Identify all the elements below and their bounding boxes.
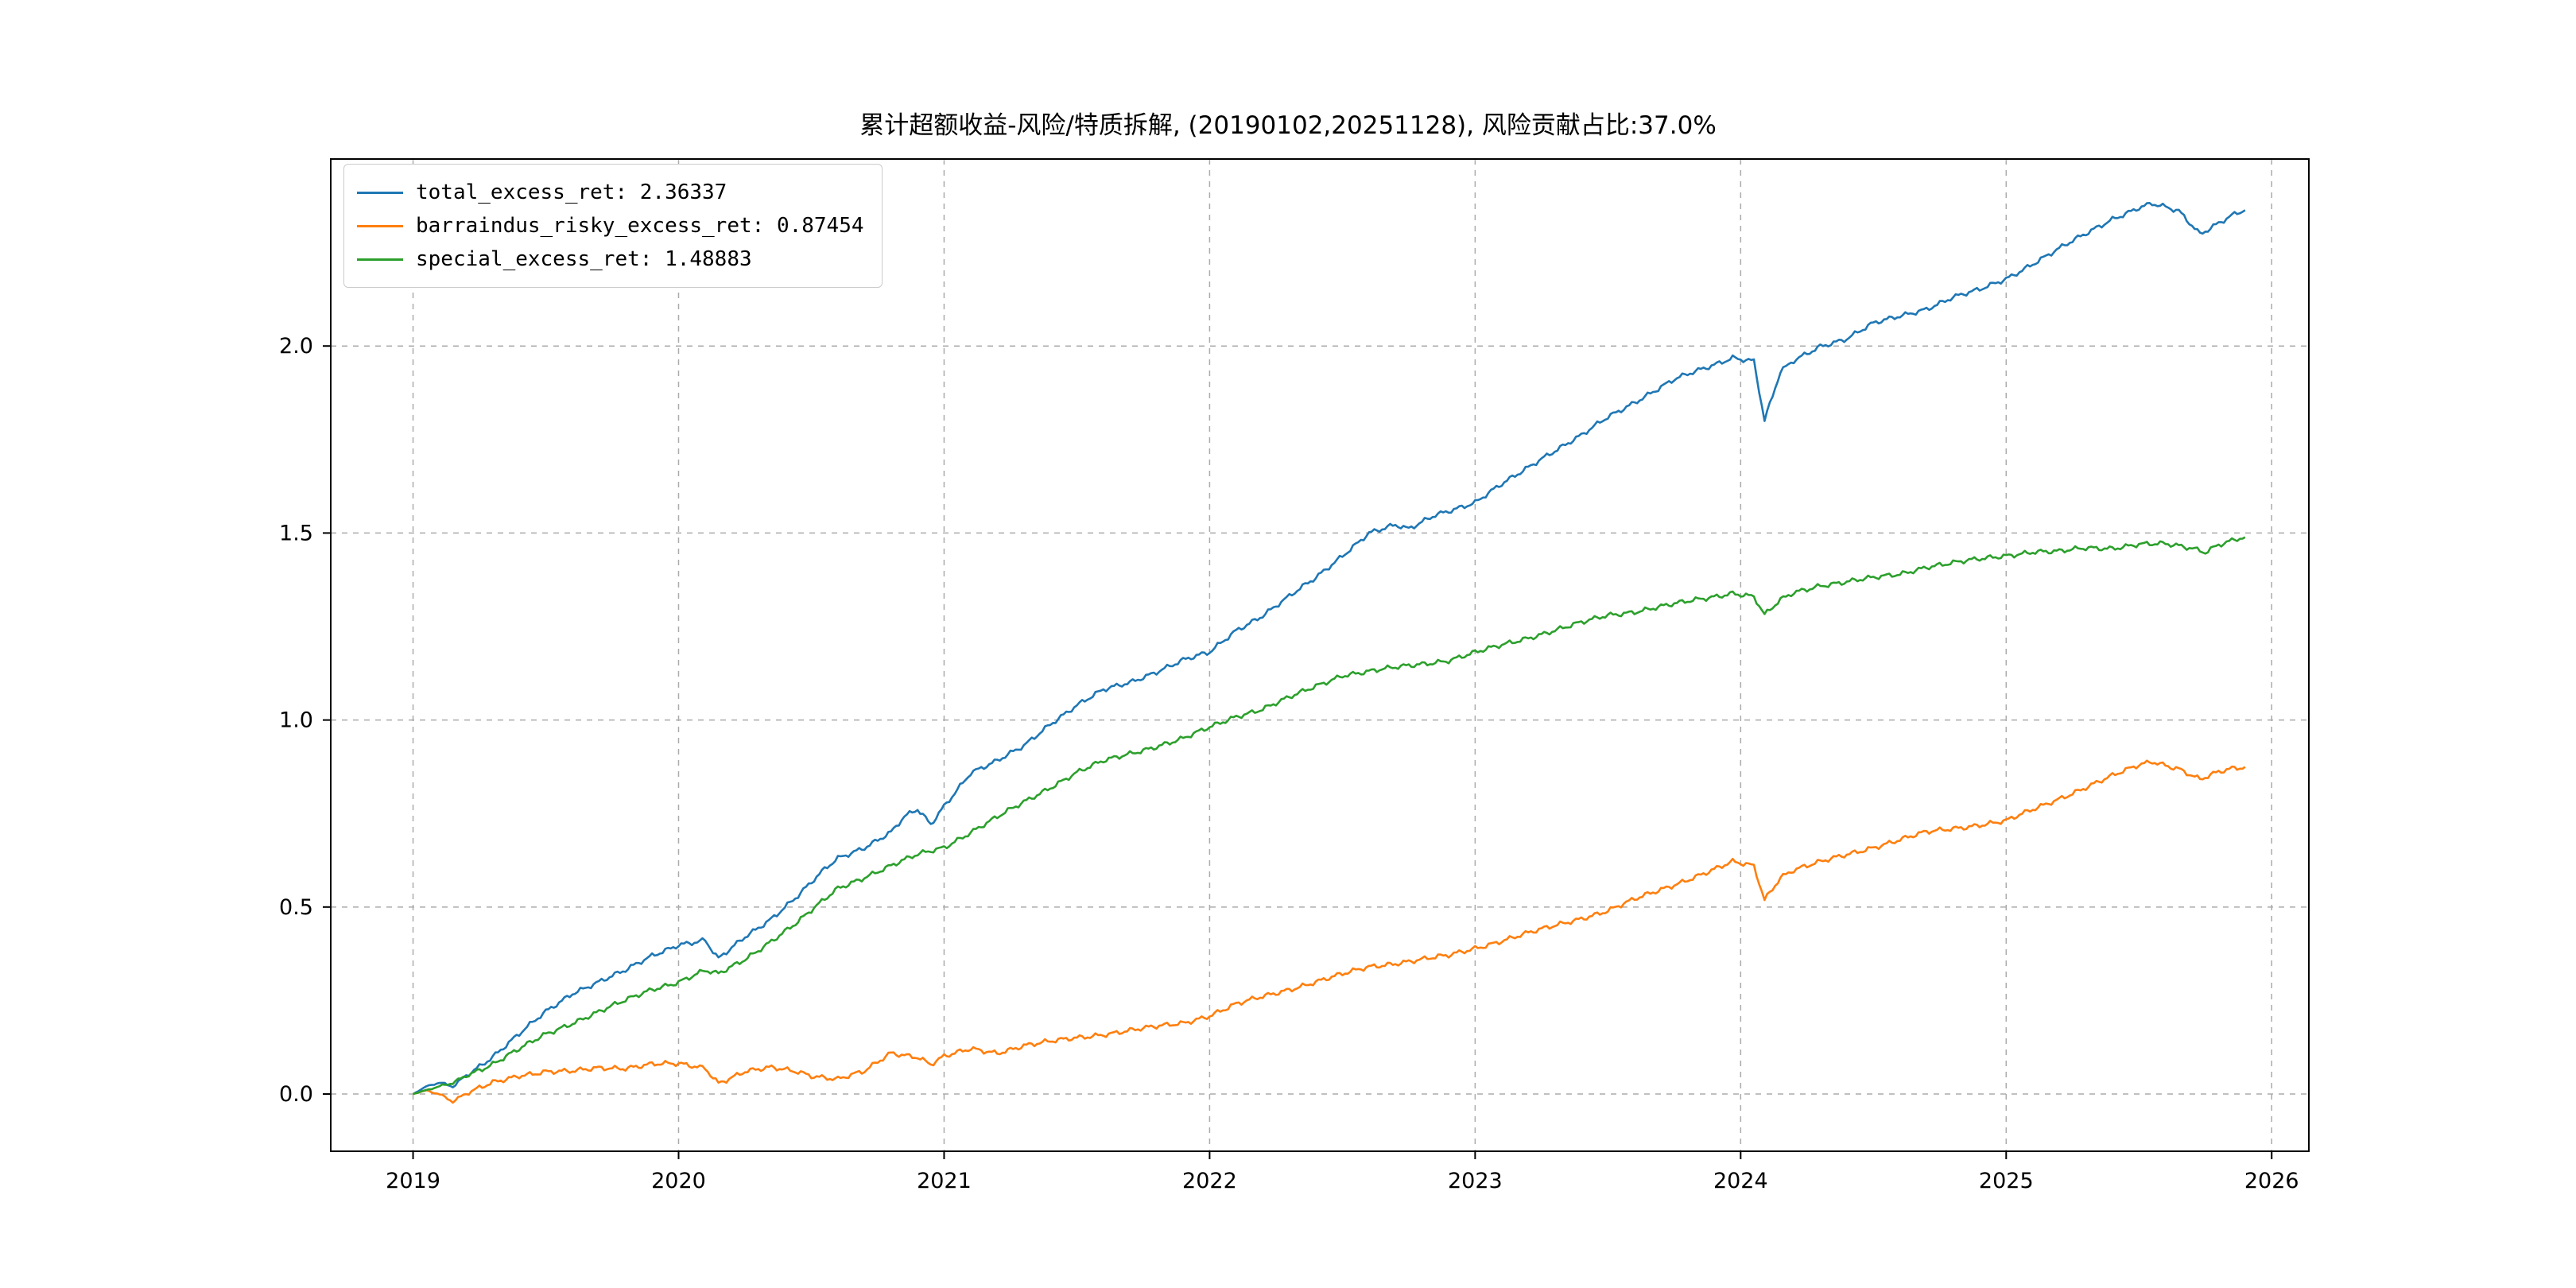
legend-item-2: special_excess_ret: 1.48883: [357, 242, 864, 276]
x-tick-label: 2021: [917, 1169, 972, 1193]
y-tick-label: 1.5: [279, 521, 313, 545]
legend-box: total_excess_ret: 2.36337 barraindus_risk…: [343, 164, 883, 288]
series-line-total_excess_ret: [412, 202, 2246, 1096]
chart-title: 累计超额收益-风险/特质拆解, (20190102,20251128), 风险贡…: [859, 111, 1717, 140]
y-tick-label: 0.5: [279, 895, 313, 920]
y-tick-label: 1.0: [279, 708, 313, 733]
x-tick-label: 2022: [1182, 1169, 1237, 1193]
x-tick-label: 2023: [1448, 1169, 1503, 1193]
x-tick-label: 2025: [1979, 1169, 2034, 1193]
legend-label: total_excess_ret: 2.36337: [416, 180, 727, 204]
y-tick-label: 0.0: [279, 1082, 313, 1107]
legend-line-swatch: [357, 191, 403, 194]
axes-spines: [330, 158, 2310, 1152]
legend-line-swatch: [357, 258, 403, 261]
series-line-special_excess_ret: [413, 536, 2246, 1096]
legend-line-swatch: [357, 224, 403, 227]
legend-label: barraindus_risky_excess_ret: 0.87454: [416, 214, 864, 238]
y-tick-label: 2.0: [279, 334, 313, 359]
x-tick-label: 2026: [2244, 1169, 2299, 1193]
legend-item-1: barraindus_risky_excess_ret: 0.87454: [357, 209, 864, 242]
legend-item-0: total_excess_ret: 2.36337: [357, 176, 864, 209]
x-tick-label: 2019: [386, 1169, 440, 1193]
x-tick-label: 2020: [651, 1169, 706, 1193]
series-line-barraindus_risky_excess_ret: [413, 759, 2246, 1104]
legend-label: special_excess_ret: 1.48883: [416, 247, 752, 271]
x-tick-label: 2024: [1713, 1169, 1768, 1193]
